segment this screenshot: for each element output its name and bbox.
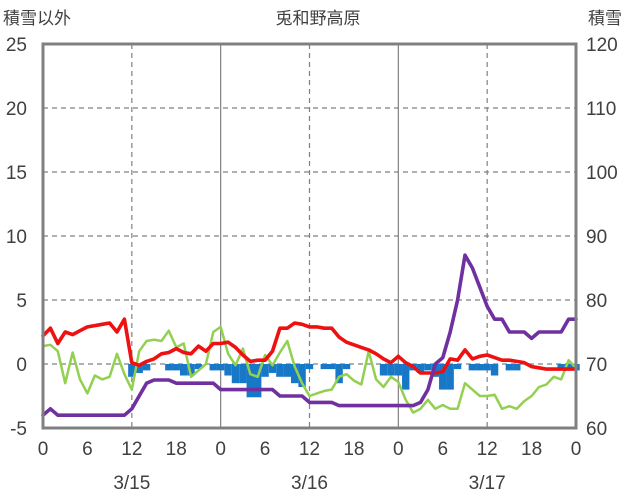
y-tick-left: 15	[6, 163, 27, 184]
bar	[505, 364, 514, 371]
bar	[424, 364, 432, 371]
bar	[187, 364, 195, 376]
chart-title: 兎和野高原	[276, 9, 361, 29]
y-axis-label-left: 積雪以外	[3, 9, 71, 29]
bar	[165, 364, 173, 371]
bar	[283, 364, 291, 377]
plot-frame	[41, 42, 578, 430]
y-tick-left: 10	[6, 227, 27, 248]
x-tick: 0	[38, 439, 49, 460]
bar	[439, 364, 447, 390]
bar	[446, 364, 454, 390]
bar	[224, 364, 232, 376]
y-tick-left: -5	[10, 419, 27, 440]
bar	[253, 364, 262, 398]
series-line-green	[41, 325, 578, 414]
bar	[379, 364, 388, 376]
y-tick-right: 60	[586, 419, 607, 440]
bar	[483, 364, 491, 371]
bar	[179, 364, 188, 376]
date-label: 3/17	[469, 473, 506, 494]
y-tick-right: 80	[586, 291, 607, 312]
bar	[513, 364, 521, 371]
bar	[135, 364, 143, 373]
bar	[328, 364, 336, 370]
bar	[416, 364, 425, 373]
y-tick-right: 120	[586, 35, 618, 56]
bar	[490, 364, 499, 376]
x-tick: 6	[82, 439, 93, 460]
x-tick: 18	[521, 439, 542, 460]
bar	[387, 364, 395, 376]
date-label: 3/15	[113, 473, 150, 494]
bar	[320, 364, 329, 370]
x-tick: 6	[260, 439, 271, 460]
line-series	[41, 253, 578, 418]
x-tick: 18	[343, 439, 364, 460]
bar	[564, 364, 573, 371]
bar	[342, 364, 351, 370]
bar	[216, 364, 225, 371]
bar-series-blue	[128, 364, 580, 398]
bar	[402, 364, 410, 390]
bar	[305, 364, 314, 370]
bar	[468, 364, 477, 371]
bar	[276, 364, 284, 377]
bar	[209, 364, 217, 371]
series-line-red	[41, 317, 578, 375]
bar	[557, 364, 565, 371]
y-tick-left: 20	[6, 99, 27, 120]
bar	[142, 364, 151, 371]
bar	[172, 364, 180, 371]
date-label: 3/16	[291, 473, 328, 494]
x-tick: 0	[571, 439, 582, 460]
x-tick: 12	[477, 439, 498, 460]
bar	[394, 364, 403, 376]
bar	[239, 364, 247, 384]
bar	[128, 364, 136, 377]
bar	[261, 364, 269, 377]
bar	[453, 364, 462, 370]
bar	[246, 364, 254, 398]
bar	[268, 364, 277, 373]
bar	[231, 364, 240, 384]
y-tick-right: 110	[586, 99, 616, 120]
x-tick: 18	[166, 439, 187, 460]
y-tick-left: 25	[6, 35, 27, 56]
bar	[298, 364, 306, 388]
y-tick-right: 90	[586, 227, 607, 248]
y-tick-left: 0	[16, 355, 27, 376]
y-tick-right: 100	[586, 163, 618, 184]
x-tick: 12	[299, 439, 320, 460]
x-tick: 6	[437, 439, 448, 460]
y-tick-right: 70	[586, 355, 607, 376]
bar	[194, 364, 203, 370]
bar	[290, 364, 299, 384]
bar	[431, 364, 440, 377]
y-axis-label-right: 積雪	[588, 9, 622, 29]
x-tick: 12	[121, 439, 142, 460]
x-tick: 0	[393, 439, 404, 460]
bar	[335, 364, 343, 384]
bar	[476, 364, 484, 371]
y-tick-left: 5	[16, 291, 27, 312]
x-tick: 0	[215, 439, 226, 460]
series-line-purple	[41, 253, 578, 418]
